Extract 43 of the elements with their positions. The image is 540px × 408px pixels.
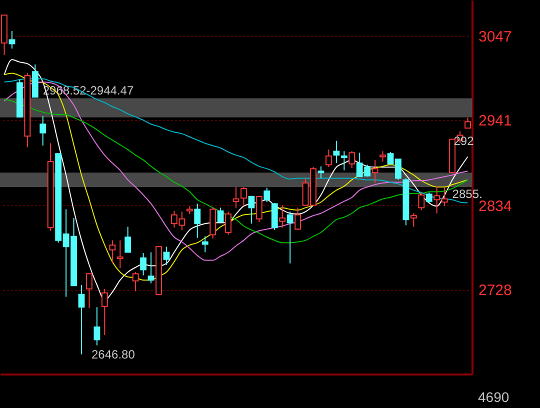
candlestick: [163, 246, 170, 266]
candlestick: [372, 159, 378, 184]
candlestick: [294, 207, 302, 230]
candlestick: [348, 150, 356, 168]
candlestick: [140, 252, 147, 276]
y-tick-label: 2728: [478, 282, 512, 300]
candlestick: [132, 272, 139, 292]
y-tick-label: 3047: [478, 28, 512, 46]
candlestick: [116, 240, 124, 269]
candlestick: [380, 150, 386, 162]
annotation: 2646.80: [92, 347, 136, 362]
candlestick: [318, 166, 324, 179]
candlestick: [333, 140, 340, 164]
candlestick: [101, 288, 108, 336]
candlestick: [124, 226, 132, 253]
candlestick: [94, 306, 100, 346]
candlestick: [78, 284, 85, 355]
y-tick-label: 2834: [478, 198, 512, 215]
candlestick: [340, 150, 348, 171]
y-tick-label: 2941: [478, 112, 512, 130]
candlestick: [286, 211, 294, 264]
candlestick: [40, 116, 46, 146]
candlestick: [325, 149, 332, 168]
candlestick: [464, 117, 471, 129]
candlestick: [426, 192, 432, 204]
candlestick: [410, 212, 417, 228]
candlestick: [248, 195, 255, 224]
candlestick: [279, 204, 286, 228]
candlestick: [271, 202, 278, 230]
candlestick: [264, 187, 270, 203]
candlestick: [194, 203, 201, 238]
candlestick: [202, 236, 208, 253]
candlestick: [8, 30, 16, 50]
candlestick: [148, 252, 154, 284]
candlestick: [217, 207, 224, 223]
candlestick: [418, 192, 425, 211]
candlestick: [109, 240, 116, 264]
candlestick: [86, 272, 92, 308]
candlestick: [240, 186, 247, 207]
text: 4690: [478, 389, 510, 405]
candlestick: [232, 186, 240, 208]
candlestick: [256, 195, 262, 223]
candlestick: [225, 211, 232, 236]
